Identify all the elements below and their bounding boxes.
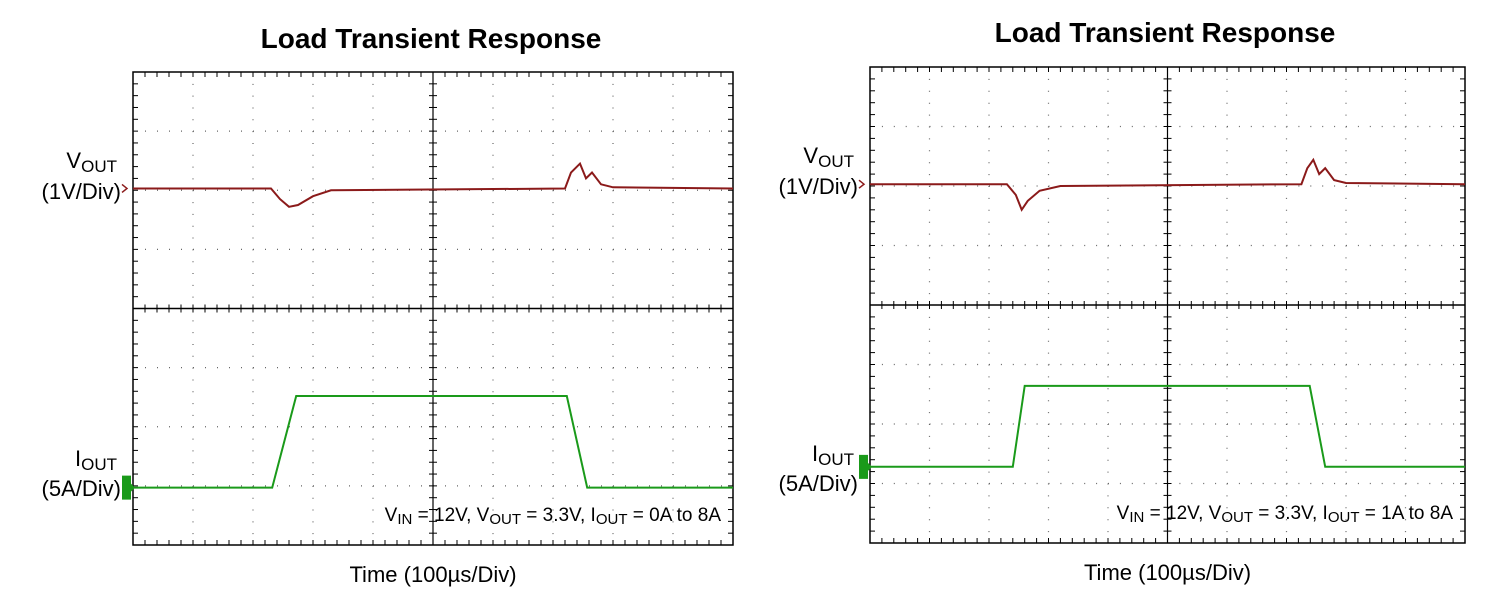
channel-label: IOUT — [812, 441, 854, 469]
channel-label: VOUT — [66, 148, 117, 176]
trace — [133, 161, 734, 208]
channel-subscript: OUT — [81, 157, 117, 176]
channel-name: I — [812, 441, 818, 466]
channel-name: I — [75, 446, 81, 471]
channel-subscript: OUT — [818, 152, 854, 171]
channel-marker — [859, 454, 872, 479]
note-subscript: OUT — [596, 511, 628, 528]
condition-note: VIN = 12V, VOUT = 3.3V, IOUT = 0A to 8A — [385, 505, 722, 528]
x-axis-label: Time (100µs/Div) — [1084, 560, 1251, 585]
note-text: = 3.3V, I — [1253, 503, 1328, 524]
channel-scale: (5A/Div) — [42, 476, 121, 501]
note-subscript: OUT — [489, 511, 521, 528]
note-subscript: OUT — [1328, 509, 1360, 526]
channel-scale: (1V/Div) — [42, 179, 121, 204]
trace — [133, 395, 733, 489]
channel-label: VOUT — [803, 143, 854, 171]
channel-name: V — [803, 143, 818, 168]
channel-scale: (1V/Div) — [779, 174, 858, 199]
note-text: = 12V, V — [1144, 503, 1221, 524]
note-text: V — [385, 505, 398, 526]
note-text: = 0A to 8A — [628, 505, 722, 526]
condition-note: VIN = 12V, VOUT = 3.3V, IOUT = 1A to 8A — [1117, 503, 1454, 526]
note-text: = 12V, V — [412, 505, 489, 526]
chart-title: Load Transient Response — [995, 17, 1336, 48]
chart-title: Load Transient Response — [261, 23, 602, 54]
channel-marker — [858, 179, 866, 189]
note-subscript: IN — [397, 511, 412, 528]
channel-marker — [121, 183, 129, 194]
channel-subscript: OUT — [81, 455, 117, 474]
trace — [870, 157, 1466, 212]
channel-subscript: OUT — [818, 450, 854, 469]
channel-marker — [122, 475, 135, 500]
channel-name: V — [66, 148, 81, 173]
note-text: = 1A to 8A — [1360, 503, 1454, 524]
channel-label: IOUT — [75, 446, 117, 474]
x-axis-label: Time (100µs/Div) — [349, 562, 516, 587]
note-text: V — [1117, 503, 1130, 524]
trace — [870, 384, 1465, 468]
note-text: = 3.3V, I — [521, 505, 596, 526]
note-subscript: OUT — [1221, 509, 1253, 526]
note-subscript: IN — [1129, 509, 1144, 526]
channel-scale: (5A/Div) — [779, 471, 858, 496]
